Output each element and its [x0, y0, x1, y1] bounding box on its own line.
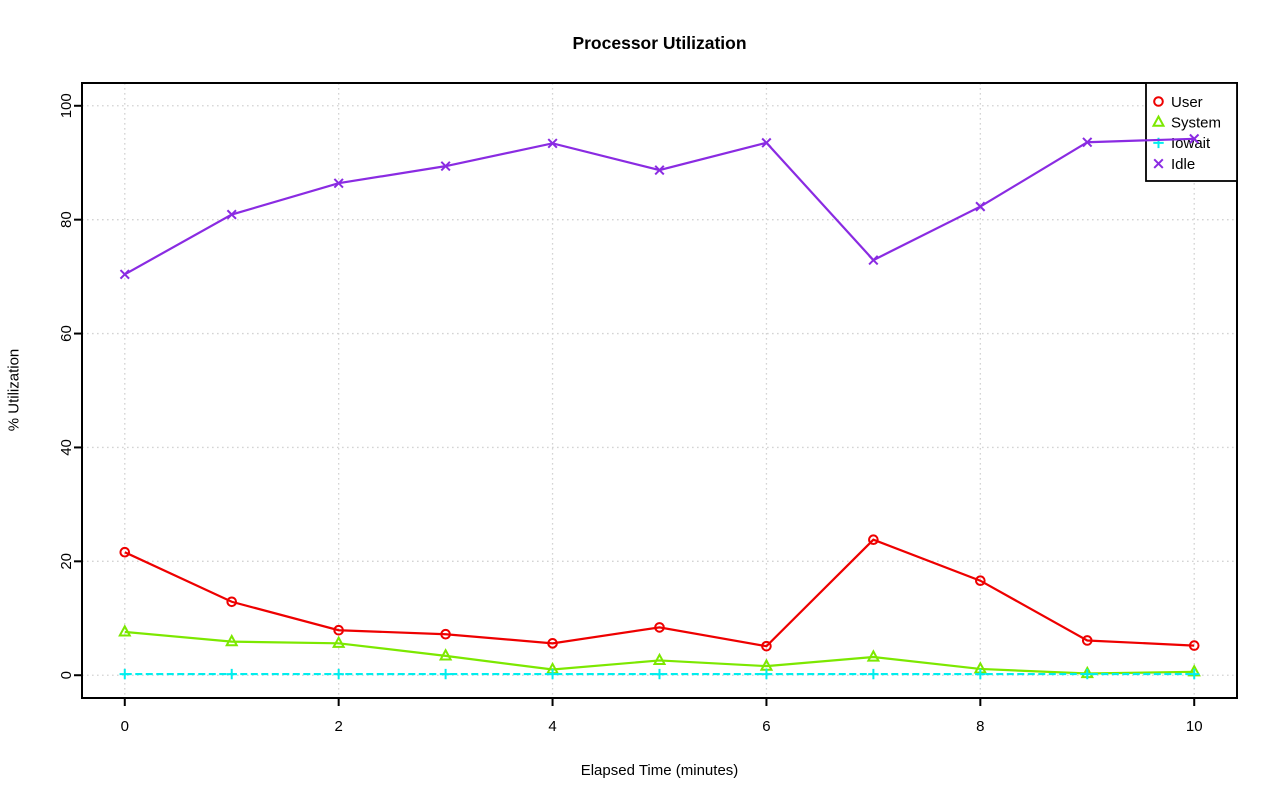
x-tick-label: 4: [548, 718, 556, 735]
x-marker: [868, 255, 879, 266]
circle-marker: [333, 624, 344, 636]
x-axis: 0 2 4 6 8 10: [121, 698, 1203, 735]
circle-marker: [1153, 96, 1164, 107]
y-tick-label: 40: [58, 439, 75, 456]
legend-label: System: [1171, 114, 1221, 131]
triangle-marker: [438, 648, 453, 661]
plus-marker: [1189, 668, 1200, 680]
plus-marker: [1082, 668, 1093, 680]
x-marker: [547, 138, 558, 149]
x-marker: [1153, 158, 1164, 169]
circle-marker: [868, 534, 879, 545]
plus-marker: [119, 668, 130, 680]
legend-label: Iowait: [1171, 135, 1211, 152]
y-tick-label: 0: [58, 671, 75, 679]
x-tick-label: 2: [334, 718, 342, 735]
chart-title: Processor Utilization: [572, 33, 747, 53]
circle-marker: [547, 638, 558, 649]
series-system: [118, 624, 1201, 679]
y-tick-label: 80: [58, 211, 75, 228]
y-tick-label: 100: [58, 93, 75, 118]
circle-marker: [440, 628, 451, 640]
triangle-marker: [225, 633, 239, 647]
x-marker: [654, 165, 665, 176]
plus-marker: [440, 668, 451, 680]
legend-box: [1145, 82, 1238, 182]
x-marker: [440, 161, 451, 172]
plus-marker: [333, 668, 344, 680]
triangle-marker: [652, 652, 667, 666]
circle-marker: [226, 596, 238, 608]
y-axis: 0 20 40 60 80 100: [58, 93, 82, 679]
plus-marker: [226, 668, 237, 680]
x-marker: [975, 201, 986, 212]
circle-marker: [654, 622, 665, 633]
plot-border: [81, 82, 1238, 699]
x-marker: [226, 209, 237, 220]
legend-label: User: [1171, 94, 1203, 111]
x-axis-title: Elapsed Time (minutes): [580, 762, 739, 779]
circle-marker: [119, 546, 131, 558]
y-axis-title: % Utilization: [5, 348, 23, 432]
legend: User System Iowait Idle: [1145, 82, 1238, 182]
x-tick-label: 0: [121, 718, 129, 735]
series-line: [124, 630, 1195, 675]
x-marker: [333, 178, 344, 189]
y-tick-label: 20: [58, 553, 75, 570]
circle-marker: [1081, 635, 1093, 646]
triangle-marker: [1151, 114, 1166, 127]
series-line: [124, 137, 1195, 276]
y-tick-label: 60: [58, 325, 75, 342]
plus-marker: [868, 668, 879, 680]
circle-marker: [1188, 640, 1200, 651]
plus-marker: [761, 668, 772, 680]
plus-marker: [975, 668, 986, 680]
plus-marker: [654, 668, 665, 680]
series-line: [124, 538, 1195, 648]
x-tick-label: 6: [762, 718, 770, 735]
triangle-marker: [866, 649, 881, 662]
triangle-marker: [331, 635, 346, 648]
x-marker: [1082, 137, 1093, 148]
x-marker: [119, 269, 130, 280]
x-tick-label: 10: [1186, 718, 1203, 735]
x-marker: [761, 137, 772, 148]
series-user: [119, 534, 1200, 652]
legend-label: Idle: [1171, 156, 1195, 173]
grid: [82, 83, 1237, 698]
series-idle: [119, 133, 1200, 280]
circle-marker: [761, 640, 772, 652]
series-iowait: [119, 668, 1200, 680]
circle-marker: [975, 575, 986, 586]
plus-marker: [547, 668, 558, 680]
x-marker: [1189, 133, 1200, 144]
triangle-marker: [118, 624, 132, 637]
x-tick-label: 8: [976, 718, 984, 735]
